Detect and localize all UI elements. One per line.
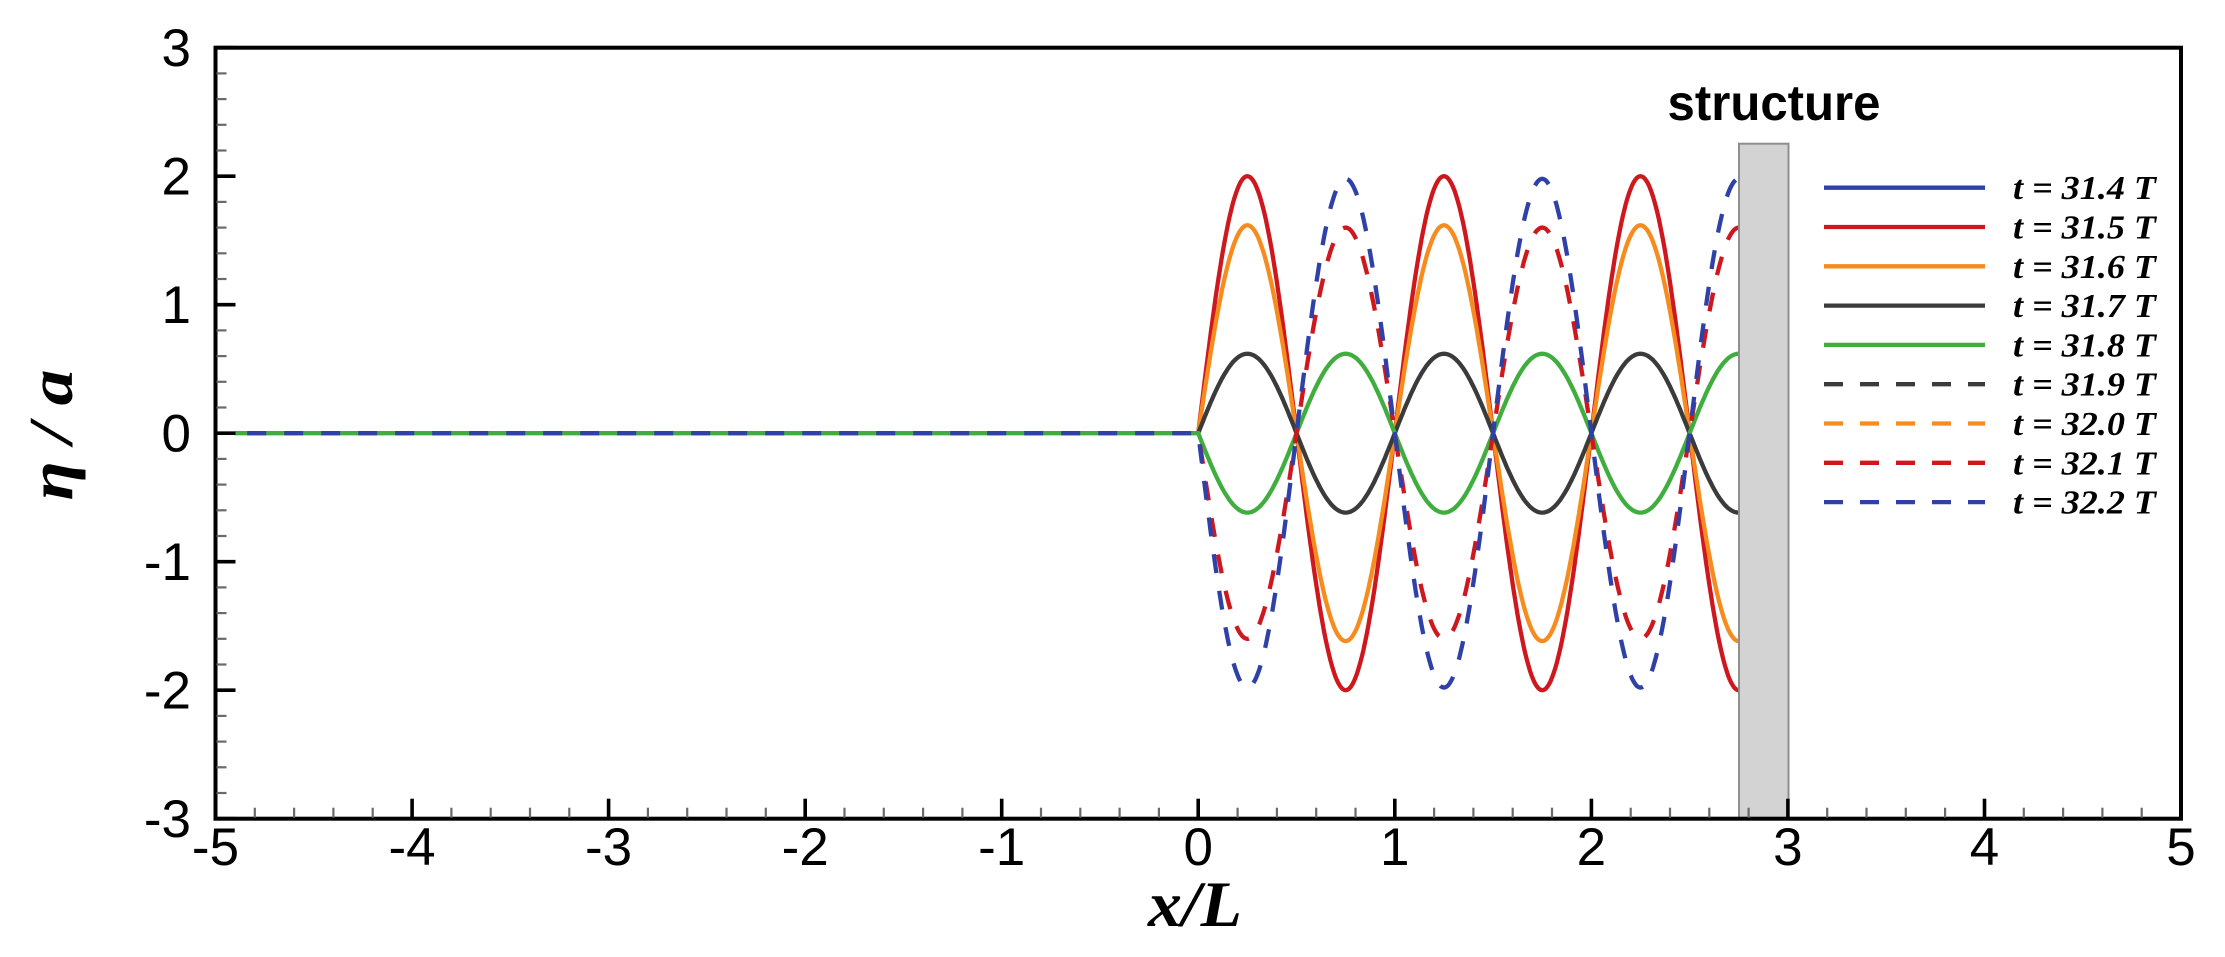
svg-text:t = 31.7 T: t = 31.7 T	[2013, 288, 2157, 325]
svg-text:3: 3	[1773, 818, 1802, 877]
svg-text:0: 0	[1183, 818, 1212, 877]
svg-text:t = 32.2 T: t = 32.2 T	[2013, 485, 2157, 522]
svg-text:t = 31.9 T: t = 31.9 T	[2013, 367, 2157, 404]
svg-text:t = 31.8 T: t = 31.8 T	[2013, 327, 2157, 364]
svg-text:5: 5	[2166, 818, 2195, 877]
svg-text:x/L: x/L	[1147, 869, 1242, 941]
svg-text:-1: -1	[978, 818, 1025, 877]
svg-text:-2: -2	[144, 661, 191, 720]
svg-text:t = 31.4 T: t = 31.4 T	[2013, 170, 2157, 207]
svg-text:-3: -3	[585, 818, 632, 877]
svg-text:3: 3	[162, 19, 191, 78]
svg-text:4: 4	[1970, 818, 1999, 877]
svg-text:-4: -4	[389, 818, 436, 877]
svg-text:1: 1	[1380, 818, 1409, 877]
svg-text:-1: -1	[144, 533, 191, 592]
svg-text:-3: -3	[144, 790, 191, 849]
svg-text:t = 32.0 T: t = 32.0 T	[2013, 406, 2157, 443]
svg-text:t = 31.6 T: t = 31.6 T	[2013, 249, 2157, 286]
svg-text:t = 31.5 T: t = 31.5 T	[2013, 210, 2157, 247]
svg-text:0: 0	[162, 404, 191, 463]
svg-text:-2: -2	[782, 818, 829, 877]
svg-text:structure: structure	[1668, 75, 1881, 131]
svg-text:-5: -5	[192, 818, 239, 877]
svg-text:η / a: η / a	[18, 370, 86, 501]
svg-text:1: 1	[162, 276, 191, 335]
svg-text:2: 2	[162, 147, 191, 206]
svg-text:t = 32.1 T: t = 32.1 T	[2013, 445, 2157, 482]
svg-text:2: 2	[1577, 818, 1606, 877]
